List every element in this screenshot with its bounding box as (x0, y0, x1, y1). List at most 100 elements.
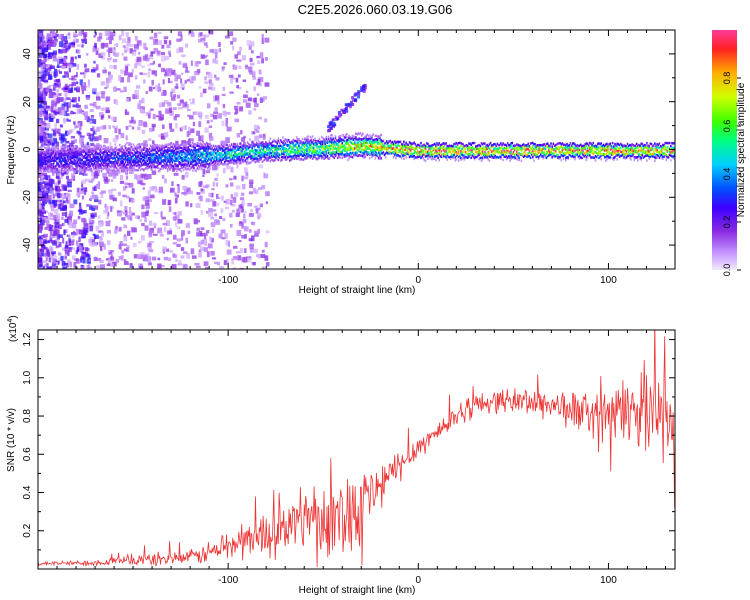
heatmap-cell (376, 135, 379, 138)
heatmap-cell (65, 197, 69, 201)
heatmap-cell (107, 153, 110, 157)
heatmap-cell (196, 144, 199, 147)
heatmap-cell (84, 153, 87, 157)
heatmap-cell (132, 155, 135, 158)
heatmap-cell (106, 240, 111, 246)
heatmap-cell (128, 182, 134, 188)
heatmap-cell (322, 142, 324, 146)
heatmap-cell (63, 153, 65, 156)
heatmap-cell (163, 151, 166, 154)
heatmap-cell (219, 158, 222, 162)
heatmap-cell (245, 144, 248, 148)
heatmap-cell (388, 144, 390, 148)
heatmap-cell (86, 142, 90, 146)
heatmap-cell (49, 150, 52, 154)
heatmap-cell (406, 149, 409, 153)
heatmap-cell (132, 242, 137, 248)
heatmap-cell (41, 165, 44, 169)
heatmap-cell (298, 149, 300, 153)
heatmap-cell (176, 38, 182, 42)
heatmap-cell (64, 168, 66, 172)
heatmap-cell (241, 200, 245, 207)
heatmap-cell (170, 163, 172, 167)
heatmap-cell (81, 195, 85, 200)
heatmap-cell (249, 229, 252, 233)
heatmap-cell (397, 140, 399, 144)
heatmap-cell (443, 155, 445, 158)
heatmap-cell (279, 153, 282, 157)
heatmap-cell (73, 152, 75, 155)
heatmap-cell (309, 156, 312, 159)
heatmap-cell (149, 144, 152, 147)
heatmap-cell (151, 140, 155, 145)
heatmap-cell (439, 151, 442, 154)
heatmap-cell (63, 169, 65, 173)
heatmap-cell (49, 253, 55, 260)
heatmap-cell (132, 159, 135, 162)
heatmap-cell (156, 263, 162, 269)
heatmap-cell (339, 147, 341, 150)
heatmap-cell (63, 229, 66, 236)
heatmap-cell (55, 199, 60, 202)
heatmap-cell (66, 164, 69, 168)
heatmap-cell (328, 141, 331, 144)
heatmap-cell (350, 155, 353, 158)
heatmap-cell (421, 152, 423, 156)
heatmap-cell (413, 154, 415, 158)
heatmap-cell (373, 145, 376, 149)
heatmap-cell (312, 146, 315, 149)
heatmap-cell (64, 152, 66, 155)
heatmap-cell (411, 146, 413, 149)
heatmap-cell (75, 125, 79, 128)
heatmap-cell (241, 160, 243, 163)
heatmap-cell (231, 258, 234, 265)
heatmap-cell (192, 152, 194, 155)
heatmap-cell (113, 156, 115, 159)
heatmap-cell (147, 173, 152, 180)
heatmap-cell (95, 92, 100, 99)
heatmap-cell (100, 166, 103, 170)
heatmap-cell (179, 150, 182, 153)
heatmap-cell (152, 125, 155, 132)
heatmap-cell (367, 135, 370, 138)
heatmap-cell (322, 136, 324, 140)
heatmap-cell (73, 78, 77, 81)
heatmap-cell (127, 215, 131, 220)
heatmap-cell (67, 164, 70, 167)
heatmap-cell (93, 185, 97, 192)
heatmap-cell (176, 243, 181, 247)
heatmap-cell (49, 217, 53, 220)
heatmap-cell (318, 137, 321, 141)
heatmap-cell (368, 157, 371, 160)
heatmap-cell (192, 121, 196, 127)
heatmap-cell (179, 156, 182, 159)
heatmap-cell (83, 156, 86, 159)
heatmap-cell (169, 160, 171, 164)
heatmap-cell (50, 158, 53, 161)
heatmap-cell (95, 50, 99, 56)
heatmap-cell (314, 149, 316, 152)
heatmap-cell (184, 101, 188, 107)
heatmap-cell (208, 86, 213, 90)
heatmap-cell (76, 147, 79, 151)
heatmap-cell (221, 120, 225, 127)
heatmap-cell (123, 224, 126, 229)
heatmap-cell (253, 157, 256, 160)
heatmap-cell (174, 212, 177, 216)
heatmap-cell (235, 77, 239, 83)
heatmap-cell (55, 185, 61, 192)
heatmap-cell (156, 115, 161, 118)
heatmap-cell (52, 165, 55, 168)
heatmap-cell (229, 161, 232, 164)
heatmap-cell (164, 90, 167, 96)
heatmap-cell (44, 169, 47, 172)
heatmap-cell (61, 261, 66, 267)
heatmap-cell (51, 258, 56, 264)
heatmap-cell (214, 177, 218, 181)
heatmap-cell (334, 144, 337, 147)
heatmap-cell (66, 44, 69, 50)
heatmap-cell (100, 169, 103, 173)
heatmap-cell (310, 151, 313, 155)
heatmap-cell (301, 158, 304, 161)
heatmap-cell (84, 247, 89, 252)
